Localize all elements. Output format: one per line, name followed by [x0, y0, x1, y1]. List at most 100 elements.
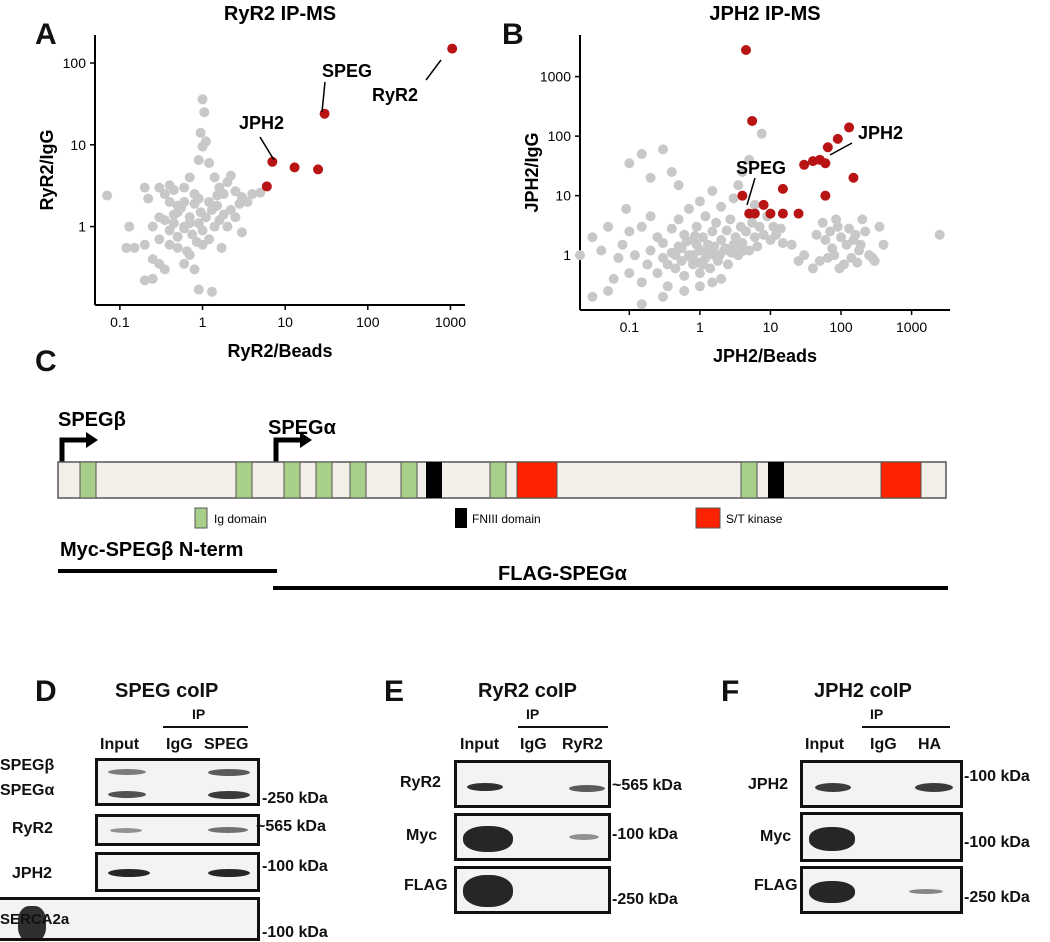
speg-alpha-arrowhead: [300, 432, 312, 448]
data-point: [707, 277, 718, 288]
data-point: [179, 182, 190, 193]
data-point: [575, 250, 585, 261]
data-point: [242, 196, 253, 207]
data-point: [168, 218, 179, 229]
data-point: [689, 231, 700, 242]
band: [108, 769, 146, 775]
blot-f-row-flag: FLAG: [754, 877, 798, 894]
data-point: [673, 214, 684, 225]
y-axis-label: RyR2/IgG: [37, 129, 57, 210]
data-point: [852, 257, 863, 268]
data-point: [197, 239, 208, 250]
data-point: [820, 234, 831, 245]
blot-f-lane-ha: HA: [918, 736, 942, 753]
blot-e-lane-input: Input: [460, 736, 500, 753]
data-point: [749, 232, 760, 243]
data-point: [267, 156, 278, 167]
data-point: [164, 196, 175, 207]
ig-domain: [400, 461, 418, 499]
data-point: [831, 214, 842, 225]
data-point: [289, 162, 300, 173]
band: [569, 834, 599, 840]
blot-e-myc-membrane: [454, 813, 611, 861]
band: [108, 869, 150, 877]
panel-letter-d: D: [35, 675, 57, 708]
data-point: [825, 226, 836, 237]
data-point: [707, 185, 718, 196]
data-point: [679, 270, 690, 281]
x-tick-label: 0.1: [620, 319, 640, 335]
data-point: [807, 263, 818, 274]
data-point: [447, 43, 458, 54]
data-point: [222, 221, 233, 232]
data-point: [758, 229, 769, 240]
legend-label-ig: Ig domain: [214, 512, 267, 526]
data-point: [313, 164, 324, 175]
x-tick-label: 10: [763, 319, 779, 335]
speg-beta-arrowhead: [86, 432, 98, 448]
blot-f-ip-label: IP: [870, 706, 884, 722]
blot-e-title: RyR2 coIP: [478, 680, 577, 702]
data-point: [230, 212, 241, 223]
data-point: [694, 268, 705, 279]
data-point: [657, 144, 668, 155]
ig-domain: [740, 461, 758, 499]
data-point: [587, 291, 598, 302]
data-point: [786, 239, 797, 250]
blot-d-lane-input: Input: [100, 736, 140, 753]
blot-d-row-speg-beta: SPEGβ: [0, 757, 55, 774]
data-point: [608, 273, 619, 284]
data-point: [747, 115, 758, 126]
band: [208, 791, 250, 799]
data-point: [848, 172, 859, 183]
data-point: [184, 218, 195, 229]
data-point: [749, 208, 760, 219]
band: [108, 791, 146, 798]
band: [208, 769, 250, 776]
data-point: [666, 166, 677, 177]
y-tick-label: 10: [555, 188, 571, 204]
data-point: [731, 241, 742, 252]
data-point: [673, 180, 684, 191]
blot-d-row-ryr2: RyR2: [12, 820, 53, 837]
data-point: [817, 217, 828, 228]
data-point: [200, 212, 211, 223]
data-point: [645, 172, 656, 183]
data-point: [693, 257, 704, 268]
data-point: [822, 142, 833, 153]
data-point: [225, 204, 236, 215]
data-point: [702, 247, 713, 258]
data-point: [691, 239, 702, 250]
data-point: [775, 223, 786, 234]
blot-e-ip-label: IP: [526, 706, 540, 722]
annotation-line: [829, 142, 853, 156]
speg-alpha-arrow: [273, 437, 302, 462]
data-point: [670, 263, 681, 274]
data-point: [225, 170, 236, 181]
blot-d-lane-igg: IgG: [166, 736, 193, 753]
data-point: [844, 122, 855, 133]
data-point: [636, 277, 647, 288]
data-point: [629, 250, 640, 261]
y-tick-label: 1: [563, 247, 571, 263]
data-point: [740, 226, 751, 237]
data-point: [642, 259, 653, 270]
ig-domain: [349, 461, 367, 499]
data-point: [747, 217, 758, 228]
data-point: [744, 154, 755, 165]
data-point: [811, 229, 822, 240]
x-tick-label: 100: [829, 319, 853, 335]
annotation-label: JPH2: [239, 113, 284, 133]
data-point: [716, 273, 727, 284]
data-point: [200, 136, 211, 147]
blot-f-jph2-membrane: [800, 760, 963, 808]
blot-f-row-myc: Myc: [760, 828, 792, 845]
data-point: [624, 268, 635, 279]
data-point: [662, 259, 673, 270]
data-point: [752, 241, 763, 252]
blot-e-ip-line: [518, 726, 608, 728]
data-point: [197, 94, 208, 105]
data-point: [765, 208, 776, 219]
data-point: [754, 221, 765, 232]
construct-myc-label: Myc-SPEGβ N-term: [60, 539, 243, 561]
